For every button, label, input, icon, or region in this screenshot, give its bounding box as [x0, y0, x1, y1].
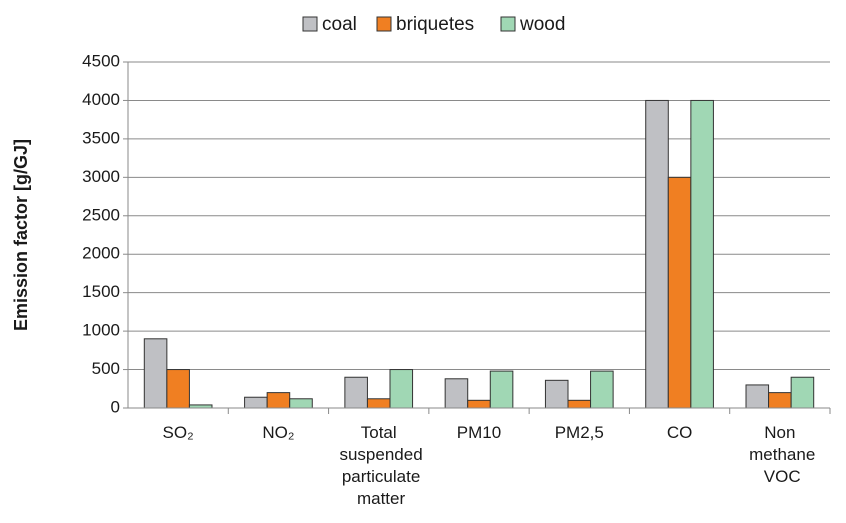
bar	[289, 398, 313, 409]
legend-label: coal	[322, 14, 357, 35]
x-tick-label: SO₂	[163, 423, 194, 442]
x-tick-label: Non methane VOC	[744, 423, 815, 486]
legend-label: briquetes	[396, 14, 474, 35]
x-tick-label: CO	[667, 423, 693, 442]
bar	[645, 99, 669, 409]
bar	[467, 399, 491, 409]
bar	[590, 370, 614, 409]
y-tick-label: 500	[92, 359, 120, 378]
legend-swatch	[302, 16, 318, 32]
bar	[143, 338, 168, 409]
y-tick-label: 4000	[82, 90, 120, 109]
bar	[444, 378, 469, 409]
bar	[366, 398, 391, 409]
y-tick-label: 3500	[82, 128, 120, 147]
y-tick-label: 3000	[82, 167, 120, 186]
bar	[166, 369, 190, 409]
x-tick-label: NO₂	[262, 423, 294, 442]
legend-swatch	[500, 16, 516, 32]
bar	[489, 370, 514, 409]
legend-swatch	[376, 16, 392, 32]
bar	[244, 396, 268, 409]
y-tick-label: 1500	[82, 282, 120, 301]
x-tick-label: PM10	[457, 423, 501, 442]
y-tick-label: 0	[111, 397, 120, 416]
x-tick-label: PM2,5	[555, 423, 604, 442]
y-tick-label: 1000	[82, 321, 120, 340]
bar	[790, 376, 815, 409]
x-tick-label: Total suspended particulate matter	[335, 423, 423, 508]
y-axis-label: Emission factor [g/GJ]	[11, 139, 31, 331]
legend-label: wood	[519, 14, 565, 35]
bar	[266, 392, 291, 409]
bar	[544, 379, 569, 409]
bar	[768, 392, 792, 409]
y-tick-label: 2500	[82, 205, 120, 224]
bar	[690, 99, 714, 409]
bar	[567, 399, 592, 409]
bar	[667, 176, 692, 409]
bar	[745, 384, 770, 409]
y-tick-label: 4500	[82, 51, 120, 70]
bar	[344, 376, 368, 409]
bar	[389, 369, 414, 409]
y-tick-label: 2000	[82, 244, 120, 263]
